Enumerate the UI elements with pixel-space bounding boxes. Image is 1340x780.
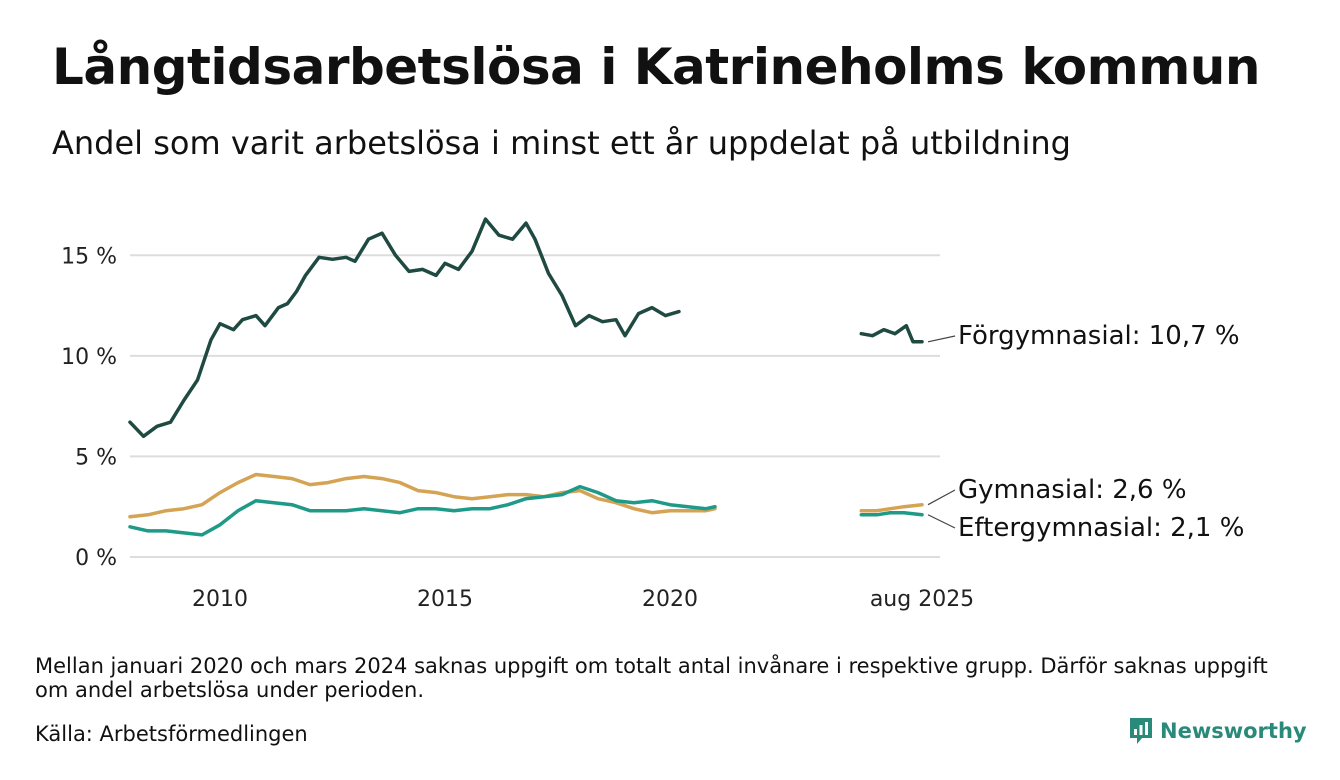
footnote: Mellan januari 2020 och mars 2024 saknas… xyxy=(35,654,1268,702)
series-line-eftergymnasial-segment-2 xyxy=(859,510,924,517)
chart-title: Långtidsarbetslösa i Katrineholms kommun xyxy=(52,38,1260,96)
x-tick-label: 2010 xyxy=(192,587,248,612)
x-axis-ticks: 2010 2015 2020 aug 2025 xyxy=(192,587,974,612)
y-axis-ticks: 0 % 5 % 10 % 15 % xyxy=(61,244,117,571)
end-labels: Förgymnasial: 10,7 % Gymnasial: 2,6 % Efte… xyxy=(927,321,1244,543)
series-line-eftergymnasial-segment-1 xyxy=(128,484,717,537)
x-tick-label: 2015 xyxy=(417,587,473,612)
line-chart: 0 % 5 % 10 % 15 % 2010 2015 2020 aug 2025 Förg… xyxy=(61,217,1244,612)
end-label-eftergymnasial: Eftergymnasial: 2,1 % xyxy=(958,513,1244,543)
series-line-gymnasial-segment-1 xyxy=(128,472,717,519)
series-line-forgymnasial-segment-1 xyxy=(128,217,681,439)
series-lines xyxy=(128,217,924,537)
end-label-forgymnasial: Förgymnasial: 10,7 % xyxy=(958,321,1240,351)
y-tick-label: 10 % xyxy=(61,345,117,370)
leader-line-forgymnasial xyxy=(927,335,956,343)
leader-line-gymnasial xyxy=(927,489,956,506)
gridlines xyxy=(130,254,940,558)
y-tick-label: 0 % xyxy=(75,546,117,571)
series-line-forgymnasial-segment-2 xyxy=(859,323,924,344)
y-tick-label: 15 % xyxy=(61,244,117,269)
series-line-gymnasial-segment-2 xyxy=(859,502,924,513)
leader-line-eftergymnasial xyxy=(927,514,956,529)
chart-subtitle: Andel som varit arbetslösa i minst ett å… xyxy=(52,124,1071,162)
source-text: Källa: Arbetsförmedlingen xyxy=(35,722,308,746)
brand-logo: Newsworthy xyxy=(1128,716,1307,746)
end-label-gymnasial: Gymnasial: 2,6 % xyxy=(958,475,1187,505)
brand-name: Newsworthy xyxy=(1160,719,1307,743)
x-tick-label: aug 2025 xyxy=(870,587,974,612)
bar-chart-icon xyxy=(1130,718,1152,744)
y-tick-label: 5 % xyxy=(75,445,117,470)
x-tick-label: 2020 xyxy=(642,587,698,612)
